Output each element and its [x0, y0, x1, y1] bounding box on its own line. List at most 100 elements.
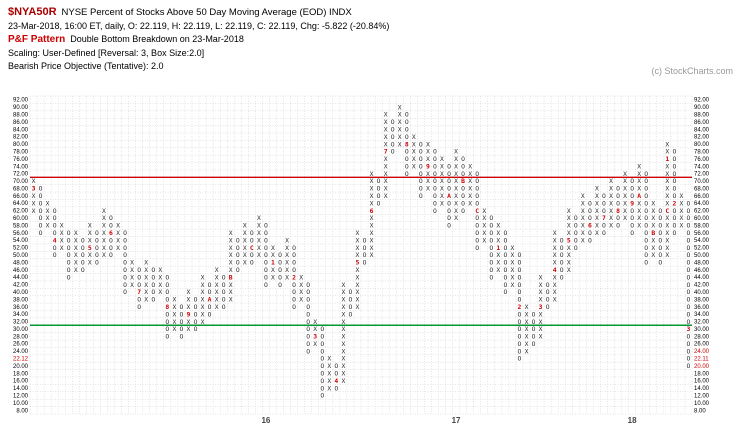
- svg-text:X: X: [525, 318, 529, 326]
- svg-text:X: X: [201, 303, 205, 311]
- svg-text:O: O: [292, 266, 296, 274]
- svg-text:X: X: [609, 185, 613, 193]
- svg-text:O: O: [518, 333, 522, 341]
- svg-text:X: X: [468, 170, 472, 178]
- svg-text:O: O: [405, 133, 409, 141]
- svg-text:1: 1: [665, 155, 669, 163]
- svg-text:O: O: [250, 236, 254, 244]
- svg-text:O: O: [503, 288, 507, 296]
- svg-text:O: O: [292, 296, 296, 304]
- svg-text:X: X: [665, 199, 669, 207]
- svg-text:X: X: [32, 207, 36, 215]
- svg-text:X: X: [285, 251, 289, 259]
- price-objective-line: Bearish Price Objective (Tentative): 2.0: [8, 61, 164, 71]
- svg-text:O: O: [518, 251, 522, 259]
- svg-text:X: X: [285, 273, 289, 281]
- svg-text:O: O: [391, 118, 395, 126]
- svg-text:X: X: [384, 140, 388, 148]
- svg-text:O: O: [292, 251, 296, 259]
- svg-text:46.00: 46.00: [13, 268, 29, 274]
- svg-text:X: X: [370, 222, 374, 230]
- svg-text:O: O: [672, 148, 676, 156]
- svg-text:O: O: [518, 318, 522, 326]
- svg-text:X: X: [285, 244, 289, 252]
- svg-text:O: O: [687, 296, 691, 304]
- svg-text:O: O: [292, 288, 296, 296]
- svg-text:O: O: [236, 236, 240, 244]
- svg-text:X: X: [243, 251, 247, 259]
- svg-text:O: O: [67, 251, 71, 259]
- svg-text:16.00: 16.00: [13, 379, 29, 385]
- svg-text:66.00: 66.00: [13, 194, 29, 200]
- svg-text:O: O: [179, 325, 183, 333]
- svg-text:O: O: [320, 362, 324, 370]
- svg-text:X: X: [567, 266, 571, 274]
- svg-text:36.00: 36.00: [694, 305, 710, 311]
- svg-text:X: X: [144, 259, 148, 267]
- svg-text:82.00: 82.00: [694, 135, 710, 141]
- svg-text:O: O: [503, 236, 507, 244]
- svg-text:O: O: [644, 244, 648, 252]
- svg-text:X: X: [370, 214, 374, 222]
- svg-text:X: X: [341, 355, 345, 363]
- svg-text:X: X: [665, 229, 669, 237]
- svg-text:X: X: [581, 236, 585, 244]
- svg-text:O: O: [123, 273, 127, 281]
- svg-text:X: X: [46, 199, 50, 207]
- svg-text:X: X: [187, 325, 191, 333]
- svg-text:58.00: 58.00: [13, 223, 29, 229]
- svg-text:24.00: 24.00: [694, 349, 710, 355]
- svg-text:O: O: [672, 155, 676, 163]
- svg-text:22.12: 22.12: [13, 357, 29, 363]
- chart-title: NYSE Percent of Stocks Above 50 Day Movi…: [61, 7, 352, 18]
- svg-text:X: X: [665, 177, 669, 185]
- svg-text:O: O: [687, 340, 691, 348]
- svg-text:X: X: [172, 318, 176, 326]
- svg-text:X: X: [341, 288, 345, 296]
- svg-text:78.00: 78.00: [13, 149, 29, 155]
- svg-text:X: X: [370, 236, 374, 244]
- svg-text:O: O: [179, 318, 183, 326]
- svg-text:O: O: [560, 259, 564, 267]
- svg-text:12.00: 12.00: [13, 394, 29, 400]
- svg-text:O: O: [165, 310, 169, 318]
- svg-text:X: X: [539, 333, 543, 341]
- svg-text:40.00: 40.00: [694, 290, 710, 296]
- svg-text:O: O: [67, 244, 71, 252]
- svg-text:26.00: 26.00: [13, 342, 29, 348]
- svg-text:O: O: [672, 177, 676, 185]
- svg-text:O: O: [81, 259, 85, 267]
- svg-text:O: O: [602, 192, 606, 200]
- svg-text:O: O: [687, 281, 691, 289]
- svg-text:O: O: [194, 310, 198, 318]
- svg-text:X: X: [299, 288, 303, 296]
- svg-text:X: X: [581, 207, 585, 215]
- svg-text:X: X: [553, 288, 557, 296]
- svg-text:X: X: [285, 266, 289, 274]
- svg-text:O: O: [109, 214, 113, 222]
- svg-text:O: O: [264, 259, 268, 267]
- svg-text:X: X: [468, 185, 472, 193]
- svg-text:76.00: 76.00: [13, 157, 29, 163]
- svg-text:X: X: [454, 148, 458, 156]
- svg-text:X: X: [229, 259, 233, 267]
- svg-text:O: O: [306, 333, 310, 341]
- svg-text:O: O: [518, 259, 522, 267]
- svg-text:34.00: 34.00: [694, 312, 710, 318]
- svg-text:X: X: [341, 281, 345, 289]
- svg-text:6: 6: [370, 207, 374, 215]
- svg-text:X: X: [356, 273, 360, 281]
- svg-text:O: O: [306, 325, 310, 333]
- svg-text:O: O: [349, 303, 353, 311]
- svg-text:O: O: [672, 222, 676, 230]
- svg-text:X: X: [539, 325, 543, 333]
- svg-text:X: X: [102, 222, 106, 230]
- svg-text:X: X: [482, 229, 486, 237]
- svg-text:X: X: [637, 162, 641, 170]
- svg-text:X: X: [341, 370, 345, 378]
- svg-text:X: X: [468, 192, 472, 200]
- header-line-3: P&F Pattern Double Bottom Breakdown on 23…: [8, 33, 389, 47]
- svg-text:O: O: [363, 236, 367, 244]
- svg-text:O: O: [67, 259, 71, 267]
- svg-text:X: X: [88, 229, 92, 237]
